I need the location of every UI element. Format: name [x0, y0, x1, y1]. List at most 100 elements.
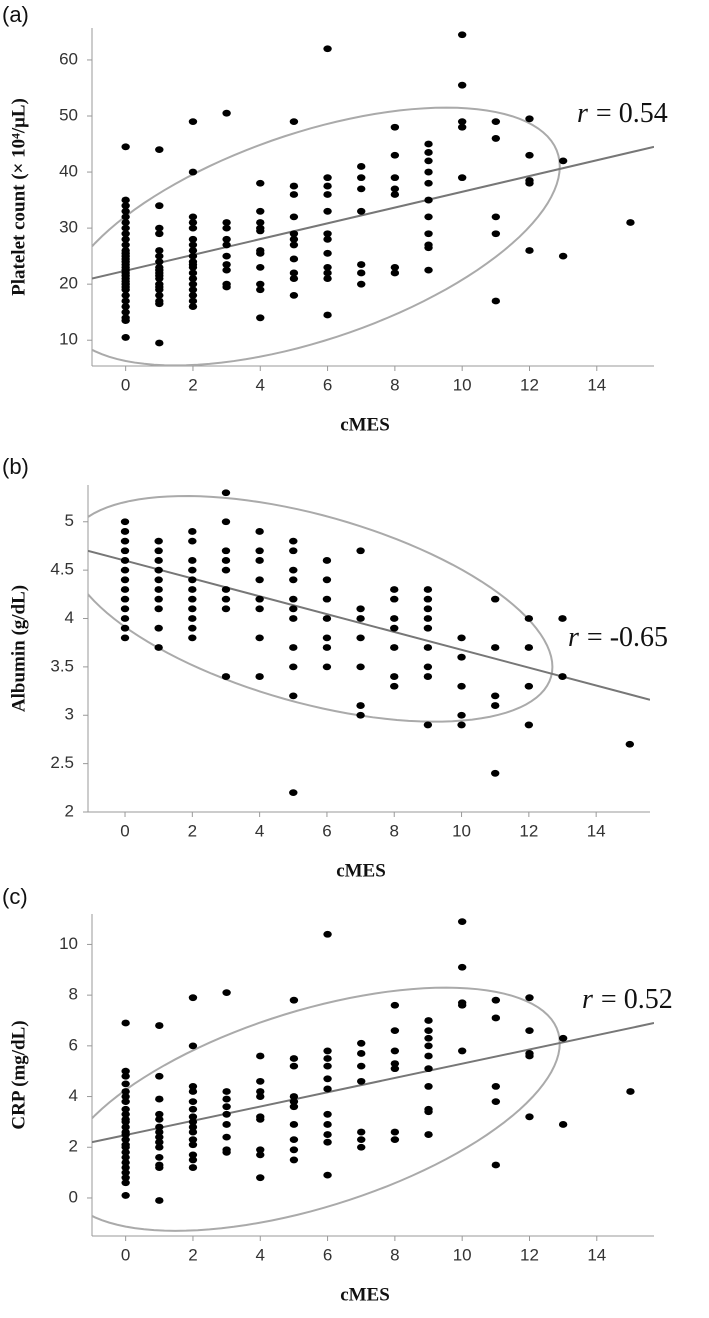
point [424, 140, 433, 148]
point [121, 1148, 130, 1156]
confidence-ellipse [92, 106, 561, 366]
point [457, 653, 466, 661]
point [154, 644, 163, 651]
point [322, 595, 332, 603]
annotation: r = -0.65 [568, 622, 668, 653]
point [357, 163, 366, 170]
point [390, 123, 400, 131]
point [289, 213, 299, 221]
point [120, 557, 130, 564]
point [356, 663, 365, 671]
point [188, 557, 197, 564]
point [188, 634, 197, 642]
y-tick-label: 5 [65, 511, 74, 530]
point [188, 1113, 198, 1121]
point [457, 918, 467, 926]
point [289, 1055, 299, 1062]
point [356, 547, 365, 555]
point [323, 45, 332, 53]
point [289, 191, 299, 198]
point [256, 1174, 265, 1182]
point [188, 1105, 198, 1113]
y-tick-label: 10 [59, 330, 78, 349]
point [491, 135, 501, 142]
point [390, 151, 400, 159]
fit-line [92, 1022, 654, 1144]
point [457, 634, 466, 642]
y-tick-label: 20 [59, 274, 78, 293]
point [525, 247, 534, 254]
y-tick-label: 4 [69, 1086, 78, 1105]
point [121, 143, 130, 151]
point [424, 168, 433, 176]
x-tick-label: 2 [188, 821, 197, 840]
point [120, 566, 130, 574]
point [256, 1077, 265, 1085]
point [121, 224, 130, 232]
x-axis-label: cMES [340, 1284, 390, 1305]
point [322, 634, 332, 642]
point [255, 595, 264, 603]
point [289, 1146, 299, 1154]
point [323, 1138, 332, 1146]
point [323, 207, 332, 215]
point [625, 740, 635, 748]
point [121, 1179, 130, 1187]
point [289, 241, 299, 249]
point [222, 109, 231, 117]
point [424, 1065, 433, 1073]
point [356, 702, 365, 709]
x-tick-label: 4 [256, 1245, 265, 1264]
point [255, 576, 264, 584]
point [154, 547, 163, 555]
point [524, 721, 534, 729]
point [188, 994, 198, 1002]
point [390, 615, 399, 622]
point [424, 1034, 433, 1042]
point [490, 692, 500, 700]
x-tick-label: 14 [587, 1245, 606, 1264]
point [121, 1093, 130, 1100]
y-tick-label: 30 [59, 218, 78, 237]
point [525, 1113, 534, 1121]
point [357, 269, 366, 277]
point [256, 207, 265, 215]
point [121, 1154, 130, 1161]
point [121, 196, 130, 204]
point [155, 1072, 164, 1080]
point [491, 118, 501, 126]
point [120, 547, 130, 555]
point [323, 1085, 332, 1093]
point [188, 1164, 198, 1171]
point [289, 996, 299, 1004]
x-tick-label: 12 [519, 821, 538, 840]
point [121, 1110, 130, 1118]
point [323, 1075, 332, 1083]
point [120, 624, 130, 632]
x-tick-label: 4 [255, 821, 264, 840]
point [558, 1034, 568, 1042]
y-tick-label: 8 [69, 985, 78, 1004]
point [424, 196, 433, 204]
point [121, 235, 130, 243]
point [390, 1001, 400, 1009]
point [154, 566, 163, 574]
point [390, 185, 400, 193]
point [289, 235, 299, 243]
points [121, 31, 635, 347]
point [356, 711, 365, 719]
point [256, 314, 265, 322]
point [289, 1136, 299, 1144]
point [155, 146, 164, 154]
point [424, 213, 433, 221]
point [121, 1143, 130, 1151]
point [255, 634, 264, 642]
annotation-variable: r [582, 984, 593, 1015]
y-axis-label: Albumin (g/dL) [8, 585, 29, 712]
point [322, 557, 332, 564]
point [423, 721, 433, 729]
x-tick-label: 0 [120, 821, 129, 840]
point [121, 230, 130, 238]
point [323, 174, 332, 182]
point [390, 595, 399, 603]
